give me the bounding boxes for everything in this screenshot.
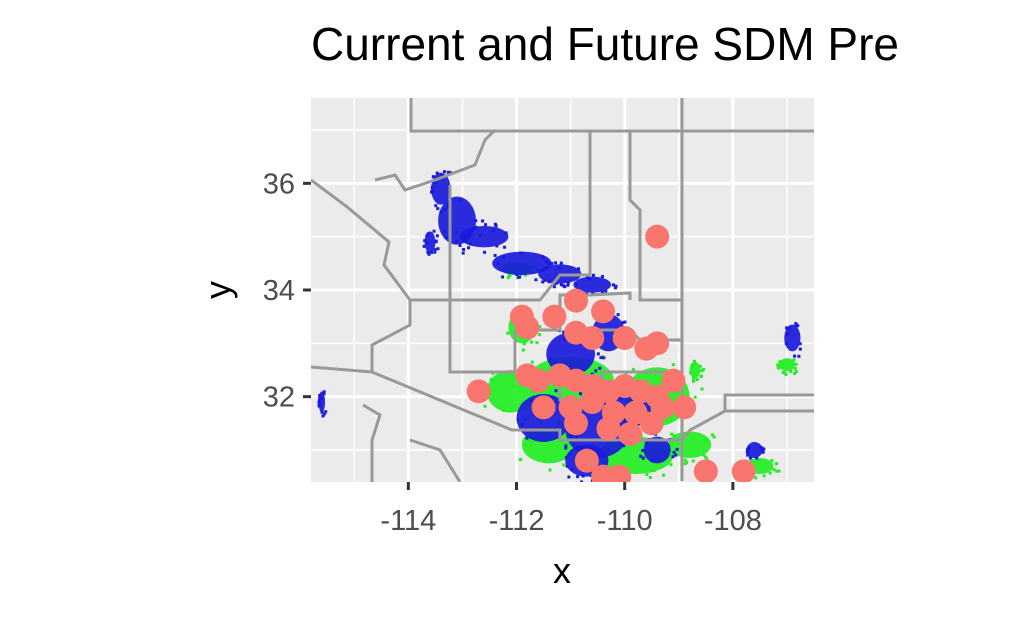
occurrence-point	[639, 411, 664, 436]
x-tick-label: -112	[489, 505, 545, 537]
occurrence-point	[612, 326, 637, 350]
current-range-patch	[317, 390, 328, 418]
occurrence-point	[466, 379, 491, 404]
y-tick-label: 36	[263, 168, 295, 200]
occurrence-points	[466, 224, 756, 482]
x-axis-title: x	[553, 550, 571, 591]
occurrence-point	[564, 411, 589, 436]
y-tick-label: 32	[263, 382, 295, 414]
y-axis-title: y	[197, 281, 238, 299]
occurrence-point	[596, 416, 621, 441]
future-range-patch	[689, 359, 706, 383]
occurrence-point	[731, 459, 756, 482]
occurrence-point	[542, 304, 567, 329]
current-range-patch	[745, 442, 766, 460]
state-county-borders	[311, 98, 814, 482]
occurrence-point	[607, 464, 632, 482]
state-border-north	[409, 98, 814, 133]
occurrence-point	[693, 459, 718, 482]
occurrence-point	[531, 395, 556, 420]
county-line-g	[723, 393, 814, 411]
occurrence-point	[515, 363, 540, 388]
x-axis: -114 -112 -110 -108	[380, 482, 762, 537]
mexico-border-a	[362, 403, 382, 482]
occurrence-point	[564, 288, 589, 313]
y-tick-label: 34	[263, 275, 295, 307]
future-range-patch	[776, 358, 798, 377]
county-line-b	[410, 131, 592, 302]
occurrence-point	[618, 422, 643, 446]
x-tick-label: -110	[597, 505, 653, 537]
occurrence-point	[645, 224, 670, 249]
county-line-c	[628, 131, 682, 302]
occurrence-point	[661, 368, 686, 393]
x-tick-label: -108	[704, 505, 762, 537]
occurrence-point	[591, 299, 616, 324]
occurrence-point	[580, 390, 605, 414]
occurrence-point	[645, 331, 670, 356]
current-range-patch	[492, 251, 563, 279]
current-range-patch	[784, 322, 802, 358]
occurrence-point	[672, 395, 697, 420]
current-range-patch	[422, 231, 440, 256]
chart-title: Current and Future SDM Pre	[311, 18, 900, 70]
occurrence-point	[580, 326, 605, 350]
occurrence-point	[515, 315, 540, 340]
river-border	[374, 128, 497, 192]
occurrence-point	[574, 448, 599, 473]
y-axis: 32 34 36	[263, 168, 311, 414]
x-tick-label: -114	[380, 505, 436, 537]
mexico-border-b	[409, 438, 462, 482]
current-range-patch	[455, 222, 509, 254]
